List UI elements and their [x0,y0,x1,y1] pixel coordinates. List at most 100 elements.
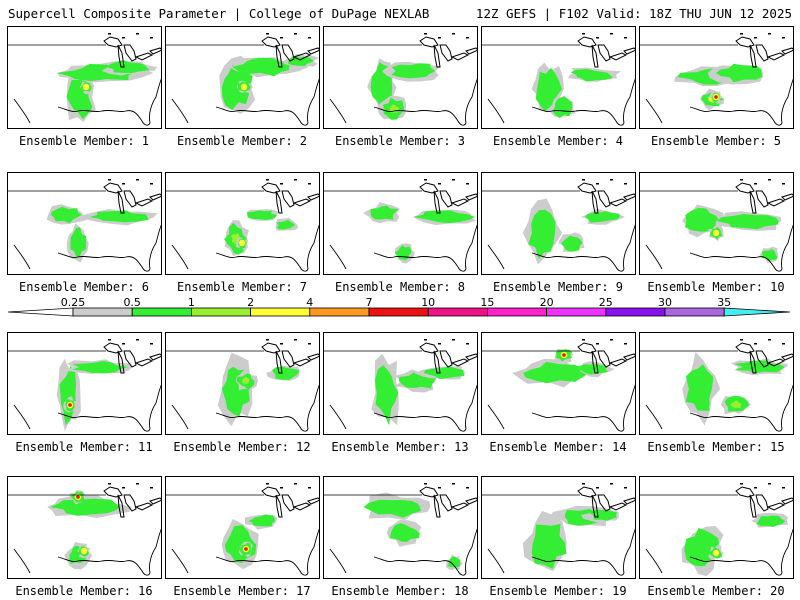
ensemble-member-label: Ensemble Member: 6 [18,280,150,294]
great-lakes-outline [117,350,125,374]
coastline [623,528,635,574]
great-lakes-outline [766,502,786,511]
great-lakes-outline [419,182,439,194]
coastline [215,556,309,576]
colorbar-segment [309,307,370,317]
scp-contour-fill [105,60,150,73]
map-detail [280,343,283,345]
ensemble-map-panel [165,476,320,579]
scp-contour-fill [80,547,88,555]
great-lakes-outline [439,44,453,62]
colorbar-tick-label: 25 [599,298,613,309]
scp-contour-fill [712,229,720,237]
colorbar-segment [368,307,429,317]
map-detail [610,179,613,181]
coastline [13,548,31,574]
great-lakes-outline [465,193,477,201]
map-detail [782,487,785,489]
scp-contour-fill [72,361,129,374]
us-basemap [166,339,319,432]
great-lakes-outline [577,342,597,354]
map-detail [782,37,785,39]
coastline [487,548,505,574]
scp-contour-fill [70,227,87,257]
map-detail [624,487,627,489]
great-lakes-outline [433,44,441,68]
colorbar-tick-label: 10 [421,298,435,309]
map-detail [624,183,627,185]
scp-contour-fill [51,206,82,224]
ensemble-map-panel [7,26,162,129]
map-detail [308,343,311,345]
great-lakes-outline [749,494,757,518]
great-lakes-outline [465,47,477,55]
map-detail [466,487,469,489]
map-detail [582,483,585,485]
map-detail [610,33,613,35]
map-detail [768,179,771,181]
scp-contour-fill [716,214,779,230]
great-lakes-outline [307,193,319,201]
great-lakes-outline [755,350,769,368]
great-lakes-outline [261,36,281,48]
great-lakes-outline [766,198,786,207]
map-detail [596,343,599,345]
ensemble-map-panel [323,26,478,129]
great-lakes-outline [735,486,755,498]
map-detail [308,487,311,489]
great-lakes-outline [450,52,470,61]
map-detail [122,183,125,185]
coastline [13,244,31,270]
great-lakes-outline [134,198,154,207]
ensemble-map-panel [639,26,794,129]
map-detail [466,183,469,185]
great-lakes-outline [766,358,786,367]
scp-contour-fill [578,364,609,375]
coastline [623,384,635,430]
scp-contour-fill [423,366,465,379]
map-detail [582,179,585,181]
us-basemap [166,179,319,272]
us-basemap [640,483,793,577]
map-detail [424,339,427,341]
us-basemap [8,339,161,432]
great-lakes-outline [749,350,757,374]
scp-contour-fill [238,239,246,247]
great-lakes-outline [292,52,312,61]
map-detail [122,343,125,345]
great-lakes-outline [307,47,319,55]
scp-contour-fill [82,83,90,91]
ensemble-member-label: Ensemble Member: 5 [650,134,782,148]
map-detail [280,183,283,185]
map-detail [294,339,297,341]
us-basemap [482,179,635,272]
ensemble-map-panel [481,332,636,435]
colorbar-segment [72,307,133,317]
coastline [307,384,319,430]
colorbar-left-arrow [7,307,74,317]
coastline [373,556,467,576]
coastline [487,404,505,430]
great-lakes-outline [419,36,439,48]
map-detail [782,343,785,345]
great-lakes-outline [281,44,295,62]
us-basemap [640,33,793,126]
coastline [373,106,467,126]
map-detail [150,183,153,185]
ensemble-member-label: Ensemble Member: 14 [489,440,627,454]
colorbar-segment [250,307,311,317]
scp-contour-fill [570,69,613,82]
map-detail [768,483,771,485]
us-basemap [8,33,161,126]
map-detail [266,339,269,341]
map-detail [266,483,269,485]
map-detail [122,487,125,489]
scp-contour-fill [247,210,278,221]
great-lakes-outline [465,497,477,505]
ensemble-member-label: Ensemble Member: 20 [647,584,785,598]
map-detail [266,179,269,181]
scp-contour-fill [535,67,562,112]
map-detail [108,33,111,35]
ensemble-map-panel [481,476,636,579]
map-detail [754,343,757,345]
